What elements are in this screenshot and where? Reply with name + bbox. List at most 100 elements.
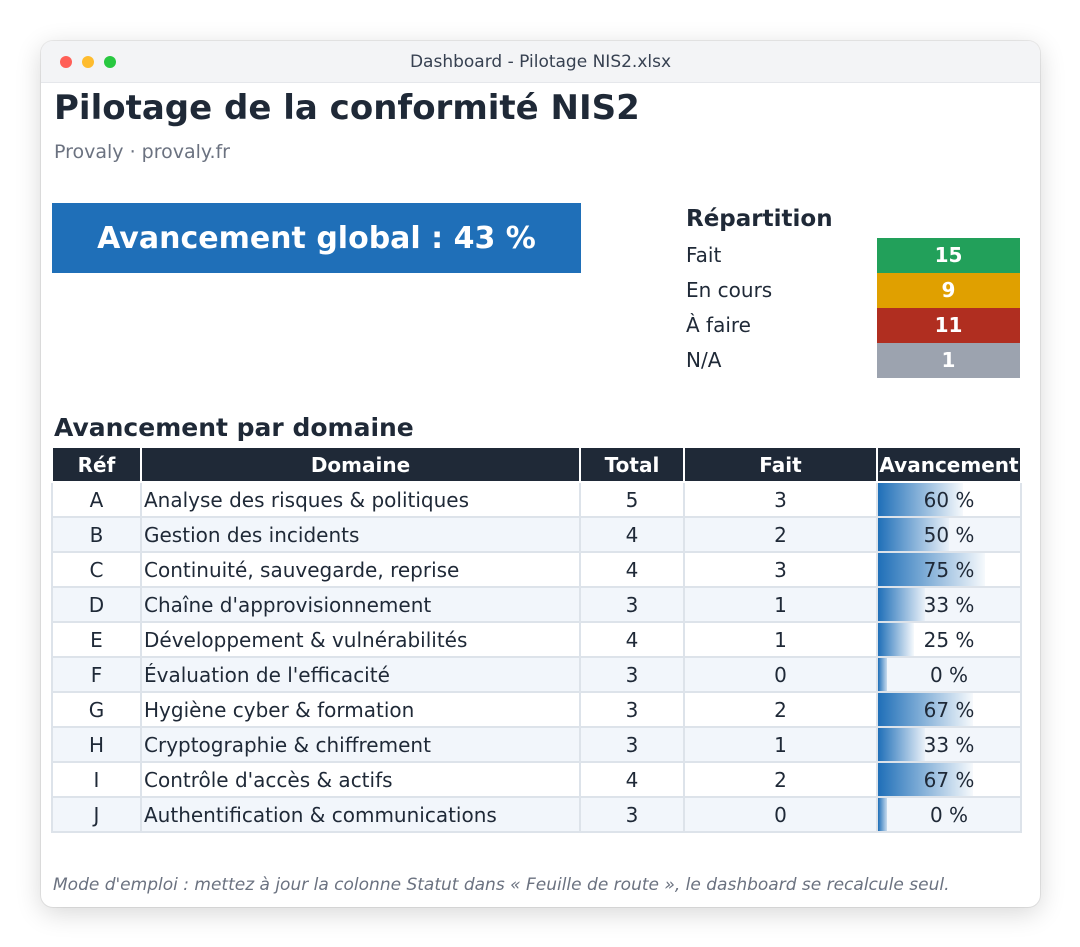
page-subtitle: Provaly · provaly.fr	[54, 141, 230, 163]
total-cell[interactable]: 3	[579, 726, 685, 763]
done-cell[interactable]: 0	[683, 656, 878, 693]
col-header-done[interactable]: Fait	[683, 446, 878, 483]
ref-cell[interactable]: A	[51, 481, 142, 518]
done-cell[interactable]: 2	[683, 691, 878, 728]
progress-percent: 67 %	[923, 767, 975, 792]
usage-note: Mode d'emploi : mettez à jour la colonne…	[53, 875, 950, 895]
ref-cell[interactable]: I	[51, 761, 142, 798]
progress-databar	[878, 763, 974, 796]
progress-percent: 33 %	[923, 732, 975, 757]
progress-cell[interactable]: 25 %	[876, 621, 1022, 658]
table-header-row: Réf Domaine Total Fait Avancement	[51, 446, 1022, 483]
progress-databar	[878, 623, 914, 656]
domain-cell[interactable]: Développement & vulnérabilités	[140, 621, 581, 658]
global-progress-banner: Avancement global : 43 %	[52, 203, 581, 273]
col-header-ref[interactable]: Réf	[51, 446, 142, 483]
progress-cell[interactable]: 67 %	[876, 761, 1022, 798]
col-header-total[interactable]: Total	[579, 446, 685, 483]
progress-percent: 75 %	[923, 557, 975, 582]
domain-cell[interactable]: Continuité, sauvegarde, reprise	[140, 551, 581, 588]
progress-databar	[878, 693, 974, 726]
repartition-label: N/A	[686, 348, 722, 372]
repartition-title: Répartition	[686, 206, 833, 232]
window-title: Dashboard - Pilotage NIS2.xlsx	[409, 52, 672, 72]
progress-percent: 33 %	[923, 592, 975, 617]
page-title: Pilotage de la conformité NIS2	[54, 88, 640, 128]
progress-databar	[878, 588, 925, 621]
total-cell[interactable]: 3	[579, 796, 685, 833]
table-row: E Développement & vulnérabilités 4 1 25 %	[51, 621, 1022, 658]
total-cell[interactable]: 4	[579, 621, 685, 658]
repartition-count-cell[interactable]: 11	[877, 308, 1020, 343]
total-cell[interactable]: 5	[579, 481, 685, 518]
total-cell[interactable]: 4	[579, 551, 685, 588]
progress-cell[interactable]: 0 %	[876, 796, 1022, 833]
done-cell[interactable]: 2	[683, 761, 878, 798]
repartition-count-cell[interactable]: 1	[877, 343, 1020, 378]
repartition-label: Fait	[686, 243, 722, 267]
domain-cell[interactable]: Contrôle d'accès & actifs	[140, 761, 581, 798]
table-row: B Gestion des incidents 4 2 50 %	[51, 516, 1022, 553]
ref-cell[interactable]: G	[51, 691, 142, 728]
done-cell[interactable]: 0	[683, 796, 878, 833]
progress-cell[interactable]: 33 %	[876, 726, 1022, 763]
table-row: H Cryptographie & chiffrement 3 1 33 %	[51, 726, 1022, 763]
ref-cell[interactable]: B	[51, 516, 142, 553]
table-row: F Évaluation de l'efficacité 3 0 0 %	[51, 656, 1022, 693]
domain-cell[interactable]: Cryptographie & chiffrement	[140, 726, 581, 763]
close-window-button[interactable]	[60, 56, 72, 68]
progress-cell[interactable]: 50 %	[876, 516, 1022, 553]
domain-cell[interactable]: Gestion des incidents	[140, 516, 581, 553]
progress-percent: 25 %	[923, 627, 975, 652]
progress-databar	[878, 553, 985, 586]
table-row: I Contrôle d'accès & actifs 4 2 67 %	[51, 761, 1022, 798]
col-header-domain[interactable]: Domaine	[140, 446, 581, 483]
progress-databar	[878, 728, 925, 761]
progress-percent: 50 %	[923, 522, 975, 547]
domains-section-title: Avancement par domaine	[54, 413, 414, 442]
domain-cell[interactable]: Analyse des risques & politiques	[140, 481, 581, 518]
domain-cell[interactable]: Chaîne d'approvisionnement	[140, 586, 581, 623]
done-cell[interactable]: 3	[683, 551, 878, 588]
ref-cell[interactable]: F	[51, 656, 142, 693]
spreadsheet-window: Dashboard - Pilotage NIS2.xlsx Pilotage …	[41, 41, 1040, 907]
progress-cell[interactable]: 67 %	[876, 691, 1022, 728]
domain-cell[interactable]: Évaluation de l'efficacité	[140, 656, 581, 693]
total-cell[interactable]: 3	[579, 691, 685, 728]
minimize-window-button[interactable]	[82, 56, 94, 68]
progress-percent: 67 %	[923, 697, 975, 722]
total-cell[interactable]: 4	[579, 516, 685, 553]
ref-cell[interactable]: E	[51, 621, 142, 658]
total-cell[interactable]: 4	[579, 761, 685, 798]
progress-databar	[878, 798, 887, 831]
done-cell[interactable]: 3	[683, 481, 878, 518]
done-cell[interactable]: 1	[683, 726, 878, 763]
maximize-window-button[interactable]	[104, 56, 116, 68]
total-cell[interactable]: 3	[579, 586, 685, 623]
repartition-row: En cours 9	[686, 273, 1020, 308]
done-cell[interactable]: 2	[683, 516, 878, 553]
progress-cell[interactable]: 75 %	[876, 551, 1022, 588]
progress-percent: 0 %	[929, 802, 969, 827]
domain-cell[interactable]: Hygiène cyber & formation	[140, 691, 581, 728]
repartition-count-cell[interactable]: 9	[877, 273, 1020, 308]
progress-cell[interactable]: 60 %	[876, 481, 1022, 518]
progress-percent: 0 %	[929, 662, 969, 687]
domain-cell[interactable]: Authentification & communications	[140, 796, 581, 833]
progress-percent: 60 %	[923, 487, 975, 512]
done-cell[interactable]: 1	[683, 621, 878, 658]
ref-cell[interactable]: J	[51, 796, 142, 833]
ref-cell[interactable]: H	[51, 726, 142, 763]
ref-cell[interactable]: C	[51, 551, 142, 588]
done-cell[interactable]: 1	[683, 586, 878, 623]
progress-cell[interactable]: 0 %	[876, 656, 1022, 693]
ref-cell[interactable]: D	[51, 586, 142, 623]
window-titlebar: Dashboard - Pilotage NIS2.xlsx	[41, 41, 1040, 83]
repartition-count-cell[interactable]: 15	[877, 238, 1020, 273]
total-cell[interactable]: 3	[579, 656, 685, 693]
col-header-progress[interactable]: Avancement	[876, 446, 1022, 483]
progress-cell[interactable]: 33 %	[876, 586, 1022, 623]
repartition-label: À faire	[686, 313, 751, 337]
table-row: G Hygiène cyber & formation 3 2 67 %	[51, 691, 1022, 728]
domains-table-body: A Analyse des risques & politiques 5 3 60 % B…	[51, 481, 1022, 833]
